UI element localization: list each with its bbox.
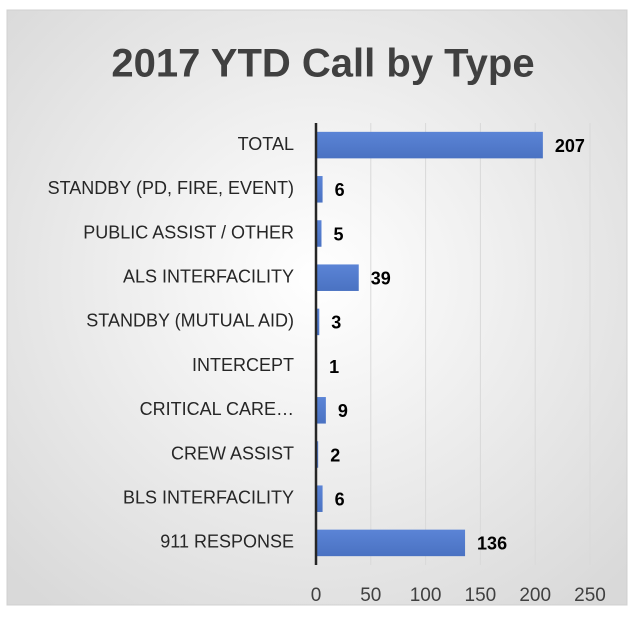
y-tick-label: 911 RESPONSE — [160, 532, 294, 552]
x-tick-label: 100 — [410, 585, 442, 606]
y-tick-label: CRITICAL CARE… — [140, 399, 294, 419]
chart-title: 2017 YTD Call by Type — [111, 42, 534, 86]
y-tick-label: STANDBY (PD, FIRE, EVENT) — [48, 178, 294, 198]
x-tick-label: 0 — [311, 585, 322, 606]
bar — [316, 397, 326, 424]
data-label: 6 — [335, 180, 345, 200]
y-tick-label: TOTAL — [238, 134, 294, 154]
data-label: 2 — [330, 445, 340, 465]
bar — [316, 308, 320, 336]
data-label: 6 — [335, 489, 345, 509]
data-label: 9 — [338, 401, 348, 421]
data-label: 39 — [371, 268, 391, 288]
y-tick-label: INTERCEPT — [192, 355, 294, 375]
data-label: 1 — [329, 357, 339, 377]
x-tick-label: 250 — [574, 585, 606, 606]
y-tick-label: ALS INTERFACILITY — [123, 266, 294, 286]
y-tick-label: BLS INTERFACILITY — [123, 487, 294, 507]
y-tick-label: CREW ASSIST — [171, 443, 294, 463]
y-tick-label: PUBLIC ASSIST / OTHER — [83, 222, 294, 242]
x-tick-label: 50 — [360, 585, 381, 606]
bar — [316, 529, 466, 557]
bar — [316, 485, 323, 512]
bar — [316, 131, 543, 159]
data-label: 3 — [331, 313, 341, 333]
data-label: 207 — [555, 136, 585, 156]
x-tick-label: 200 — [519, 585, 551, 606]
bar — [316, 176, 323, 203]
data-label: 136 — [477, 534, 507, 554]
bar — [316, 264, 359, 291]
x-tick-label: 150 — [465, 585, 497, 606]
bar — [316, 220, 322, 247]
y-tick-label: STANDBY (MUTUAL AID) — [86, 311, 294, 331]
data-label: 5 — [333, 224, 343, 244]
